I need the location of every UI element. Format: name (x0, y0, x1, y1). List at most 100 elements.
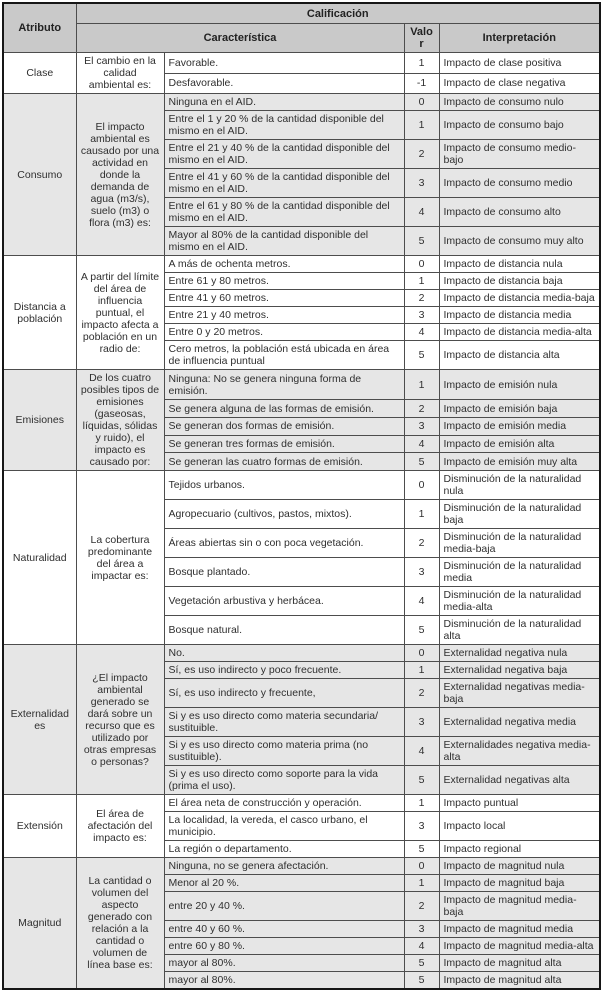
characteristic-cell: Menor al 20 %. (163, 874, 405, 892)
interpretation-cell: Impacto de magnitud alta (438, 971, 601, 990)
value-cell: 2 (403, 891, 440, 921)
characteristic-cell: Entre 41 y 60 metros. (163, 289, 405, 307)
value-cell: 4 (403, 736, 440, 766)
interpretation-cell: Impacto de emisión media (438, 416, 601, 436)
attribute-cell: Emisiones (2, 369, 77, 471)
table-header: Atributo Calificación Característica Val… (2, 2, 601, 53)
interpretation-cell: Impacto de consumo medio-bajo (438, 139, 601, 169)
value-cell: 5 (403, 615, 440, 645)
interpretation-cell: Disminución de la naturalidad alta (438, 615, 601, 645)
header-atributo: Atributo (2, 2, 77, 53)
value-cell: 5 (403, 226, 440, 256)
value-cell: 1 (403, 499, 440, 529)
header-interpretacion: Interpretación (438, 23, 601, 53)
table-row: Entre el 41 y 60 % de la cantidad dispon… (3, 168, 601, 198)
value-cell: 2 (403, 678, 440, 708)
value-cell: 0 (403, 857, 440, 875)
interpretation-cell: Impacto de consumo medio (438, 168, 601, 198)
value-cell: 4 (403, 937, 440, 955)
interpretation-cell: Impacto de emisión muy alta (438, 452, 601, 471)
value-cell: -1 (403, 72, 440, 94)
table-row: Naturalidad La cobertura predominante del… (2, 470, 601, 645)
characteristic-cell: mayor al 80%. (163, 971, 405, 990)
value-cell: 5 (403, 765, 440, 795)
value-cell: 3 (403, 168, 440, 198)
attribute-cell: Extensión (2, 794, 77, 858)
interpretation-cell: Impacto de distancia baja (438, 272, 601, 290)
attribute-cell: Clase (2, 52, 77, 94)
characteristic-cell: Entre el 61 y 80 % de la cantidad dispon… (163, 197, 405, 227)
interpretation-cell: Disminución de la naturalidad nula (438, 470, 601, 500)
characteristic-cell: Se genera alguna de las formas de emisió… (163, 399, 405, 418)
interpretation-cell: Externalidad negativa nula (438, 644, 601, 662)
characteristic-cell: Favorable. (163, 52, 405, 74)
value-cell: 1 (403, 110, 440, 140)
interpretation-cell: Impacto local (438, 811, 601, 841)
table-row: Sí, es uso indirecto y frecuente, 2 Extern… (3, 678, 601, 708)
value-cell: 3 (403, 557, 440, 587)
value-cell: 2 (403, 399, 440, 418)
value-cell: 3 (403, 707, 440, 737)
value-cell: 5 (403, 452, 440, 471)
interpretation-cell: Externalidades negativa media-alta (438, 736, 601, 766)
interpretation-cell: Impacto de magnitud alta (438, 954, 601, 972)
characteristic-cell: Sí, es uso indirecto y poco frecuente. (163, 661, 405, 679)
table-row: Mayor al 80% de la cantidad disponible d… (3, 226, 601, 256)
interpretation-cell: Impacto puntual (438, 794, 601, 812)
characteristic-cell: Ninguna: No se genera ninguna forma de e… (163, 368, 405, 401)
value-cell: 0 (403, 255, 440, 273)
attribute-cell: Distancia a población (2, 255, 77, 370)
characteristic-cell: Entre 21 y 40 metros. (163, 306, 405, 324)
table-row: Cero metros, la población está ubicada e… (3, 340, 601, 370)
table-row: Entre el 21 y 40 % de la cantidad dispon… (3, 139, 601, 169)
value-cell: 1 (403, 52, 440, 74)
interpretation-cell: Impacto de distancia media-baja (438, 289, 601, 307)
interpretation-cell: Impacto de clase negativa (438, 72, 601, 94)
description-cell: La cobertura predominante del área a imp… (75, 470, 165, 645)
table-row: Consumo El impacto ambiental es causado p… (2, 93, 601, 256)
description-cell: El impacto ambiental es causado por una … (75, 93, 165, 256)
value-cell: 4 (403, 197, 440, 227)
table-row: Emisiones De los cuatro posibles tipos de… (2, 368, 601, 471)
table-row: Entre el 1 y 20 % de la cantidad disponi… (3, 110, 601, 140)
header-row-2: Característica Valor Interpretación (3, 23, 601, 53)
characteristic-cell: Se generan tres formas de emisión. (163, 434, 405, 454)
table-row: La región o departamento. 5 Impacto region… (3, 840, 601, 858)
characteristic-cell: Bosque natural. (163, 615, 405, 645)
value-cell: 3 (403, 306, 440, 324)
table-row: Bosque natural. 5 Disminución de la natura… (3, 615, 601, 645)
characteristic-cell: Vegetación arbustiva y herbácea. (163, 586, 405, 616)
characteristic-cell: Ninguna, no se genera afectación. (163, 857, 405, 875)
value-cell: 2 (403, 289, 440, 307)
table-row: Si y es uso directo como materia secunda… (3, 707, 601, 737)
interpretation-cell: Impacto de magnitud media-baja (438, 891, 601, 921)
table-row: Distancia a población A partir del límite… (2, 255, 601, 370)
value-cell: 1 (403, 794, 440, 812)
interpretation-cell: Impacto de distancia alta (438, 340, 601, 370)
value-cell: 2 (403, 139, 440, 169)
description-cell: A partir del límite del área de influenc… (75, 255, 165, 370)
description-cell: La cantidad o volumen del aspecto genera… (75, 857, 165, 990)
characteristic-cell: Tejidos urbanos. (163, 470, 405, 500)
table-row: La localidad, la vereda, el casco urbano… (3, 811, 601, 841)
table-row: Agropecuario (cultivos, pastos, mixtos).… (3, 499, 601, 529)
attribute-cell: Naturalidad (2, 470, 77, 645)
characteristic-cell: No. (163, 644, 405, 662)
characteristic-cell: A más de ochenta metros. (163, 255, 405, 273)
characteristic-cell: Mayor al 80% de la cantidad disponible d… (163, 226, 405, 256)
interpretation-cell: Impacto de magnitud media-alta (438, 937, 601, 955)
characteristic-cell: Entre el 21 y 40 % de la cantidad dispon… (163, 139, 405, 169)
interpretation-cell: Impacto de magnitud media (438, 920, 601, 938)
table-row: Extensión El área de afectación del impac… (2, 794, 601, 858)
interpretation-cell: Impacto de consumo bajo (438, 110, 601, 140)
characteristic-cell: mayor al 80%. (163, 954, 405, 972)
characteristic-cell: Cero metros, la población está ubicada e… (163, 340, 405, 370)
interpretation-cell: Disminución de la naturalidad media-baja (438, 528, 601, 558)
table-row: Si y es uso directo como soporte para la… (3, 765, 601, 795)
interpretation-cell: Impacto de consumo muy alto (438, 226, 601, 256)
description-cell: ¿El impacto ambiental generado se dará s… (75, 644, 165, 795)
characteristic-cell: Entre 61 y 80 metros. (163, 272, 405, 290)
characteristic-cell: entre 40 y 60 %. (163, 920, 405, 938)
table-row: Entre 61 y 80 metros. 1 Impacto de distanc… (3, 272, 601, 290)
